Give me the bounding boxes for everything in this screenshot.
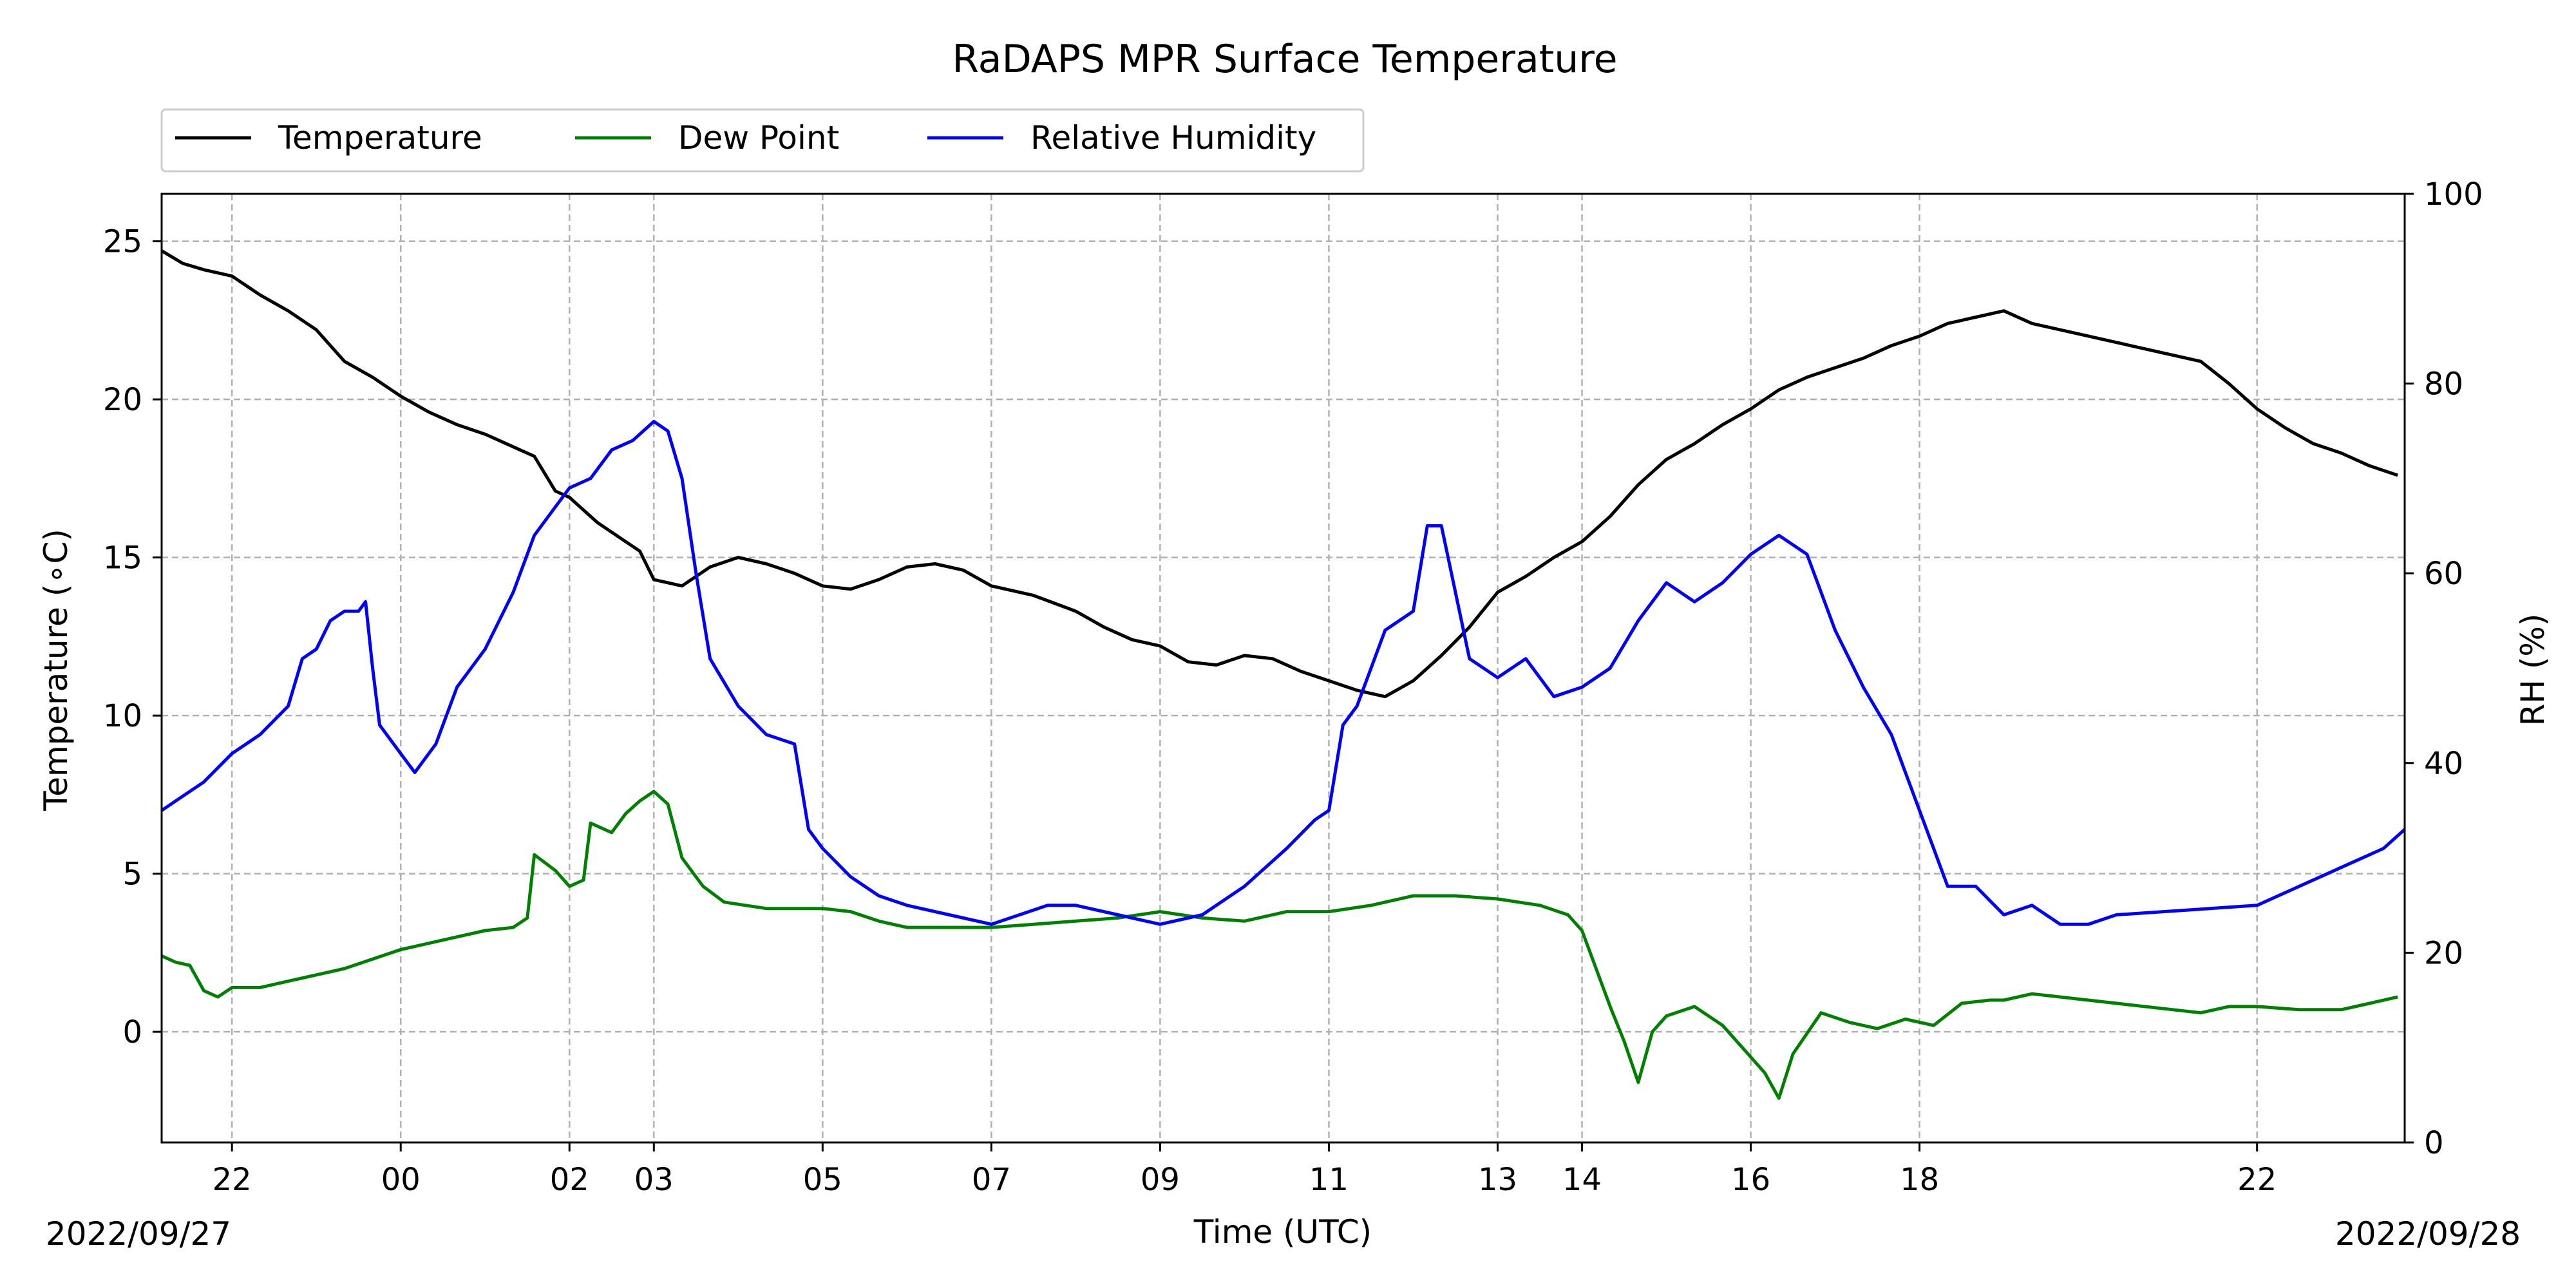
- legend-frame: [160, 108, 1365, 173]
- x-tick-label: 00: [381, 1162, 421, 1198]
- y2-axis-label: RH (%): [2514, 614, 2552, 726]
- y-tick-label: 25: [103, 224, 142, 260]
- x-tick-label: 11: [1309, 1162, 1349, 1198]
- y-tick-label: 5: [122, 857, 142, 893]
- chart-title: RaDAPS MPR Surface Temperature: [952, 37, 1617, 82]
- x-tick-label: 03: [634, 1162, 674, 1198]
- series-line-temperature: [160, 249, 2398, 699]
- x-tick-label: 22: [2237, 1162, 2277, 1198]
- x-tick-label: 16: [1731, 1162, 1770, 1198]
- x-tick-label: 22: [213, 1162, 252, 1198]
- x-tick-label: 07: [972, 1162, 1011, 1198]
- legend-label: Relative Humidity: [1030, 119, 1316, 156]
- legend-label: Dew Point: [678, 119, 839, 156]
- x-tick-label: 13: [1478, 1162, 1517, 1198]
- x-tick-label: 14: [1562, 1162, 1602, 1198]
- plot-frame: [160, 193, 2406, 1144]
- y2-tick-label: 60: [2424, 556, 2463, 592]
- grid-lines: [162, 194, 2405, 1142]
- x-tick-label: 18: [1900, 1162, 1939, 1198]
- x-axis-ticks: 22 00 02 03 05 07 09 11 13 14 16 18 22: [213, 1142, 2277, 1198]
- y-tick-label: 10: [103, 698, 142, 734]
- y-axis-ticks: 0 5 10 15 20 25: [103, 224, 162, 1050]
- series-lines: [160, 249, 2406, 1100]
- y2-tick-label: 40: [2424, 746, 2463, 782]
- x-tick-label: 02: [550, 1162, 589, 1198]
- series-line-dew-point: [160, 790, 2398, 1100]
- y2-tick-label: 80: [2424, 366, 2463, 402]
- y-tick-label: 15: [103, 540, 142, 576]
- y-axis-label: Temperature (∘C): [37, 529, 75, 811]
- series-line-relative-humidity: [160, 420, 2406, 926]
- legend-label: Temperature: [278, 119, 482, 156]
- end-date-label: 2022/09/28: [2335, 1215, 2521, 1253]
- y-tick-label: 20: [103, 382, 142, 418]
- legend: Temperature Dew Point Relative Humidity: [160, 108, 1365, 173]
- y2-tick-label: 20: [2424, 935, 2463, 971]
- start-date-label: 2022/09/27: [46, 1215, 231, 1253]
- x-tick-label: 05: [803, 1162, 842, 1198]
- y-tick-label: 0: [122, 1014, 142, 1050]
- y2-tick-label: 0: [2424, 1125, 2444, 1161]
- x-tick-label: 09: [1141, 1162, 1180, 1198]
- y2-axis-ticks: 0 20 40 60 80 100: [2405, 176, 2483, 1161]
- x-axis-label: Time (UTC): [1193, 1213, 1372, 1251]
- y2-tick-label: 100: [2424, 176, 2483, 213]
